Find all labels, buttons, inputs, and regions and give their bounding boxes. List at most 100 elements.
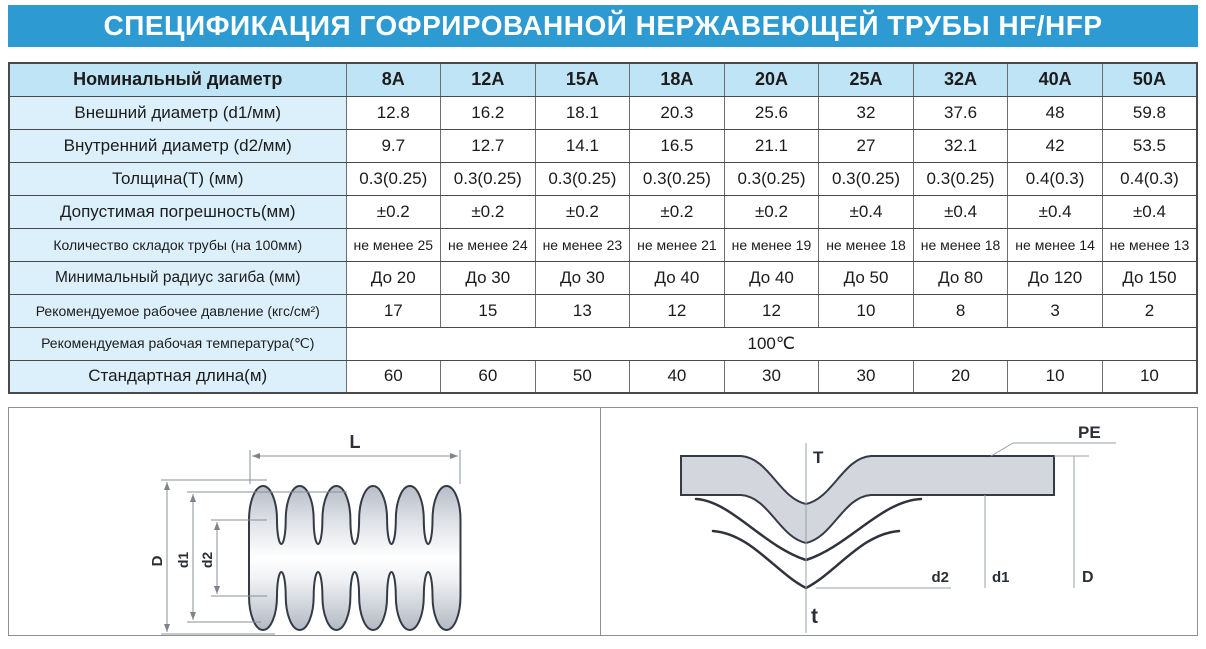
table-cell: До 40 [629, 260, 725, 295]
table-cell: ±0.2 [723, 194, 820, 229]
table-cell: 17 [345, 293, 442, 328]
spec-table: Номинальный диаметр 8A 12A 15A 18A 20A 25A 32A… [8, 62, 1198, 394]
dim-label-d2: d2 [199, 552, 215, 569]
column-header-20A: 20A [723, 62, 820, 97]
corrugation-cross-section-diagram: T PE d2 d1 D t [601, 408, 1197, 635]
row-label: Толщина(T) (мм) [8, 161, 347, 196]
table-cell: не менее 18 [912, 227, 1009, 262]
table-row: Допустимая погрешность(мм) ±0.2 ±0.2 ±0.2 ±0… [8, 194, 1198, 229]
table-cell: 40 [629, 359, 725, 394]
table-cell: не менее 19 [723, 227, 820, 262]
row-label: Рекомендуемая рабочая температура(℃) [8, 326, 347, 361]
table-cell: До 120 [1007, 260, 1103, 295]
column-header-nominal-diameter: Номинальный диаметр [8, 62, 347, 97]
column-header-40A: 40A [1007, 62, 1103, 97]
pipe-side-view-diagram: L D d1 d2 [9, 408, 601, 635]
table-row: Рекомендуемая рабочая температура(℃) 100℃ [8, 326, 1198, 361]
dimension-lines [816, 442, 1116, 589]
table-cell: ±0.4 [912, 194, 1009, 229]
table-cell: До 30 [440, 260, 536, 295]
table-cell: До 80 [912, 260, 1009, 295]
table-cell: 10 [818, 293, 914, 328]
table-cell: До 50 [818, 260, 914, 295]
table-cell: 42 [1007, 128, 1103, 163]
diagrams: L D d1 d2 [8, 407, 1198, 636]
column-header-18A: 18A [629, 62, 725, 97]
table-cell: 37.6 [912, 95, 1009, 130]
dim-label-D: D [1082, 569, 1094, 586]
table-cell: 20.3 [629, 95, 725, 130]
table-cell: 21.1 [723, 128, 820, 163]
coating-label-PE: PE [1078, 423, 1101, 442]
dim-label-L: L [350, 432, 361, 452]
table-cell: 0.4(0.3) [1101, 161, 1198, 196]
table-cell: 3 [1007, 293, 1103, 328]
column-header-50A: 50A [1101, 62, 1198, 97]
table-cell: не менее 24 [440, 227, 536, 262]
table-row: Внешний диаметр (d1/мм) 12.8 16.2 18.1 20.3 2… [8, 95, 1198, 130]
table-cell: 32 [818, 95, 914, 130]
column-header-25A: 25A [818, 62, 914, 97]
dim-label-d1: d1 [175, 552, 191, 569]
table-cell: 10 [1101, 359, 1198, 394]
table-cell: 8 [912, 293, 1009, 328]
row-label: Минимальный радиус загиба (мм) [8, 260, 347, 295]
table-cell: ±0.4 [1101, 194, 1198, 229]
column-header-32A: 32A [912, 62, 1009, 97]
table-cell: 30 [723, 359, 820, 394]
table-cell: ±0.2 [534, 194, 631, 229]
pipe-wall-band [680, 455, 1055, 545]
table-cell: 0.4(0.3) [1007, 161, 1103, 196]
table-cell: ±0.2 [629, 194, 725, 229]
dim-label-d1: d1 [992, 569, 1010, 586]
table-cell: ±0.2 [440, 194, 536, 229]
table-cell: 12 [629, 293, 725, 328]
table-cell: 12.7 [440, 128, 536, 163]
table-cell: не менее 14 [1007, 227, 1103, 262]
table-cell: не менее 18 [818, 227, 914, 262]
table-cell: 15 [440, 293, 536, 328]
table-cell: 10 [1007, 359, 1103, 394]
table-cell: 30 [818, 359, 914, 394]
table-cell: 48 [1007, 95, 1103, 130]
table-cell: 0.3(0.25) [629, 161, 725, 196]
table-cell: 53.5 [1101, 128, 1198, 163]
table-cell: 25.6 [723, 95, 820, 130]
table-cell: 12.8 [345, 95, 442, 130]
table-cell: 59.8 [1101, 95, 1198, 130]
table-cell: 18.1 [534, 95, 631, 130]
table-cell: 0.3(0.25) [345, 161, 442, 196]
table-cell: До 20 [345, 260, 442, 295]
table-cell: 50 [534, 359, 631, 394]
table-cell: 0.3(0.25) [818, 161, 914, 196]
table-cell: 0.3(0.25) [440, 161, 536, 196]
table-cell: 0.3(0.25) [912, 161, 1009, 196]
row-label: Рекомендуемое рабочее давление (кгс/см²) [8, 293, 347, 328]
table-cell: ±0.4 [1007, 194, 1103, 229]
dim-label-t: t [811, 605, 818, 628]
table-cell: 2 [1101, 293, 1198, 328]
table-row: Толщина(T) (мм) 0.3(0.25) 0.3(0.25) 0.3(0.2… [8, 161, 1198, 196]
page-title: СПЕЦИФИКАЦИЯ ГОФРИРОВАННОЙ НЕРЖАВЕЮЩЕЙ Т… [8, 5, 1198, 47]
table-cell: 60 [345, 359, 442, 394]
column-header-8A: 8A [345, 62, 442, 97]
table-cell: 32.1 [912, 128, 1009, 163]
row-label: Стандартная длина(м) [8, 359, 347, 394]
table-cell: 12 [723, 293, 820, 328]
column-header-15A: 15A [534, 62, 631, 97]
table-cell-merged: 100℃ [345, 326, 1198, 361]
table-cell: не менее 23 [534, 227, 631, 262]
table-cell: 13 [534, 293, 631, 328]
table-cell: ±0.4 [818, 194, 914, 229]
table-cell: До 30 [534, 260, 631, 295]
dim-label-T: T [813, 448, 824, 467]
column-header-12A: 12A [440, 62, 536, 97]
row-label: Внешний диаметр (d1/мм) [8, 95, 347, 130]
table-cell: 0.3(0.25) [723, 161, 820, 196]
dim-label-D: D [149, 555, 166, 566]
table-cell: 27 [818, 128, 914, 163]
table-row: Минимальный радиус загиба (мм) До 20 До 30… [8, 260, 1198, 295]
table-cell: ±0.2 [345, 194, 442, 229]
table-cell: 16.2 [440, 95, 536, 130]
